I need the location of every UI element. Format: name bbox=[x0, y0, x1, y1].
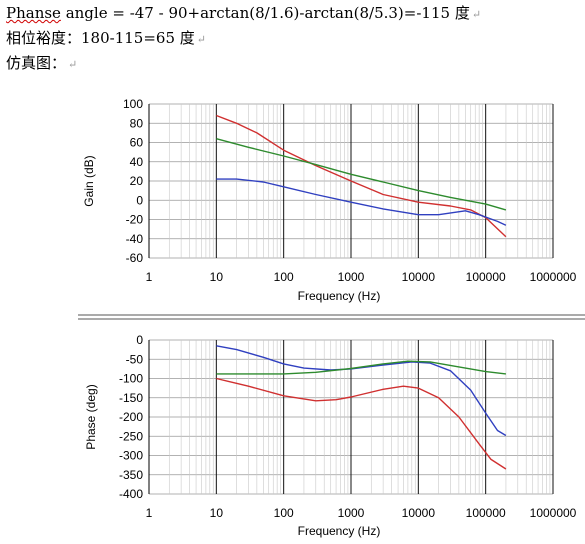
y-tick-label: -200 bbox=[119, 410, 143, 424]
x-tick-label: 10000 bbox=[402, 506, 436, 520]
y-tick-label: -400 bbox=[119, 487, 143, 501]
x-tick-label: 100000 bbox=[466, 270, 506, 284]
y-tick-label: -60 bbox=[126, 251, 144, 265]
x-tick-label: 1 bbox=[146, 270, 153, 284]
series-line-1 bbox=[216, 345, 507, 437]
x-tick-label: 10000 bbox=[402, 270, 436, 284]
series-line-3 bbox=[216, 377, 507, 470]
formula-line: Phanse angle = -47 - 90+arctan(8/1.6)-ar… bbox=[6, 2, 481, 23]
paragraph-mark-icon: ↵ bbox=[471, 8, 482, 21]
simulation-heading-line: 仿真图： ↵ bbox=[6, 52, 77, 73]
x-axis-title: Frequency (Hz) bbox=[298, 289, 381, 303]
paragraph-mark-icon: ↵ bbox=[196, 33, 206, 46]
y-tick-label: -150 bbox=[119, 391, 143, 405]
phase-margin-line: 相位裕度：180-115=65 度 ↵ bbox=[6, 27, 206, 48]
x-tick-label: 100 bbox=[274, 270, 294, 284]
series-line-3 bbox=[216, 178, 507, 226]
y-tick-label: -50 bbox=[126, 352, 144, 366]
series-line-2 bbox=[216, 360, 506, 375]
x-tick-label: 10 bbox=[210, 270, 224, 284]
y-axis-title: Phase (deg) bbox=[84, 384, 98, 449]
series-line-2 bbox=[216, 138, 507, 211]
y-tick-label: 60 bbox=[130, 136, 144, 150]
y-tick-label: 80 bbox=[130, 116, 144, 130]
paragraph-mark-icon: ↵ bbox=[68, 58, 78, 71]
phase-margin-text: 相位裕度：180-115=65 度 bbox=[6, 29, 195, 47]
y-tick-label: 40 bbox=[130, 155, 144, 169]
series-line-1 bbox=[216, 114, 507, 238]
x-tick-label: 100000 bbox=[466, 506, 506, 520]
formula-text-0: Phanse bbox=[6, 4, 61, 22]
x-tick-label: 1 bbox=[146, 506, 153, 520]
y-tick-label: 20 bbox=[130, 174, 144, 188]
x-tick-label: 1000 bbox=[338, 506, 365, 520]
y-tick-label: 100 bbox=[123, 97, 143, 111]
y-tick-label: -300 bbox=[119, 449, 143, 463]
y-axis-title: Gain (dB) bbox=[82, 155, 96, 206]
x-tick-label: 1000000 bbox=[530, 270, 577, 284]
x-axis-title: Frequency (Hz) bbox=[298, 524, 381, 538]
formula-text-2: 度 bbox=[454, 4, 470, 22]
x-tick-label: 1000 bbox=[338, 270, 365, 284]
y-tick-label: 0 bbox=[136, 193, 143, 207]
x-tick-label: 1000000 bbox=[530, 506, 577, 520]
x-tick-label: 10 bbox=[210, 506, 224, 520]
formula-text-1: angle = -47 - 90+arctan(8/1.6)-arctan(8/… bbox=[60, 4, 455, 22]
y-tick-label: -350 bbox=[119, 468, 143, 482]
y-tick-label: -100 bbox=[119, 372, 143, 386]
y-tick-label: -40 bbox=[126, 232, 144, 246]
y-tick-label: -250 bbox=[119, 429, 143, 443]
y-tick-label: -20 bbox=[126, 213, 144, 227]
simulation-heading-text: 仿真图： bbox=[6, 54, 67, 72]
y-tick-label: 0 bbox=[136, 333, 143, 347]
x-tick-label: 100 bbox=[274, 506, 294, 520]
